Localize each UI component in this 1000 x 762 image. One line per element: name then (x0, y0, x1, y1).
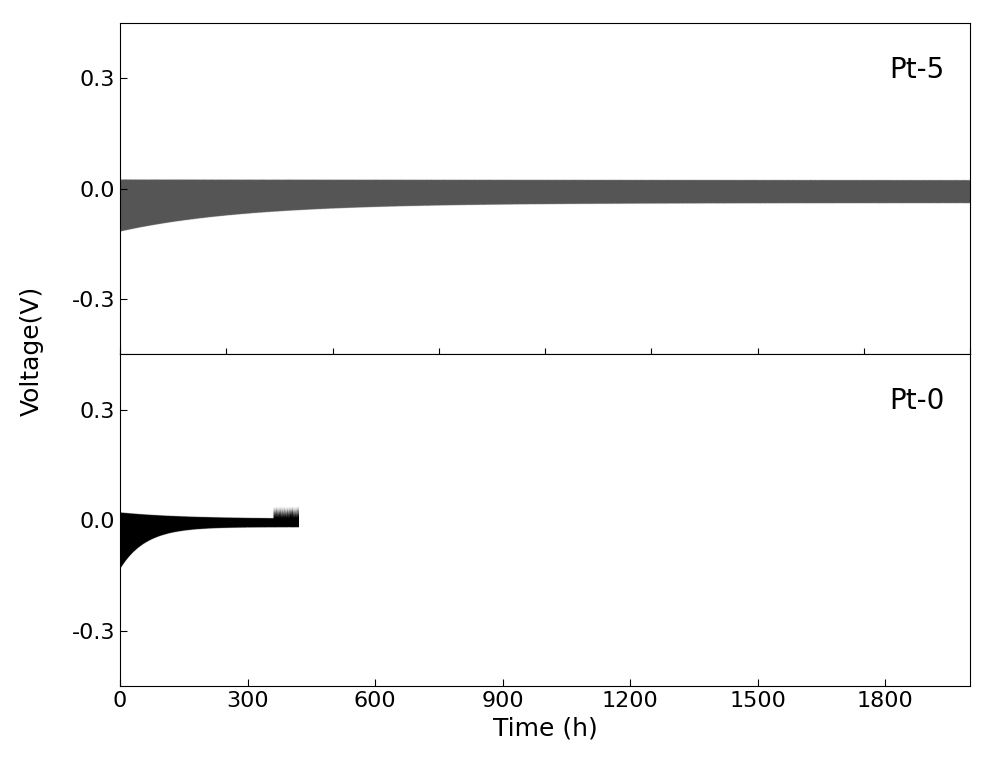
Text: Pt-5: Pt-5 (889, 56, 944, 84)
Text: Voltage(V): Voltage(V) (20, 286, 44, 415)
Text: Pt-0: Pt-0 (889, 388, 944, 415)
X-axis label: Time (h): Time (h) (493, 716, 597, 740)
